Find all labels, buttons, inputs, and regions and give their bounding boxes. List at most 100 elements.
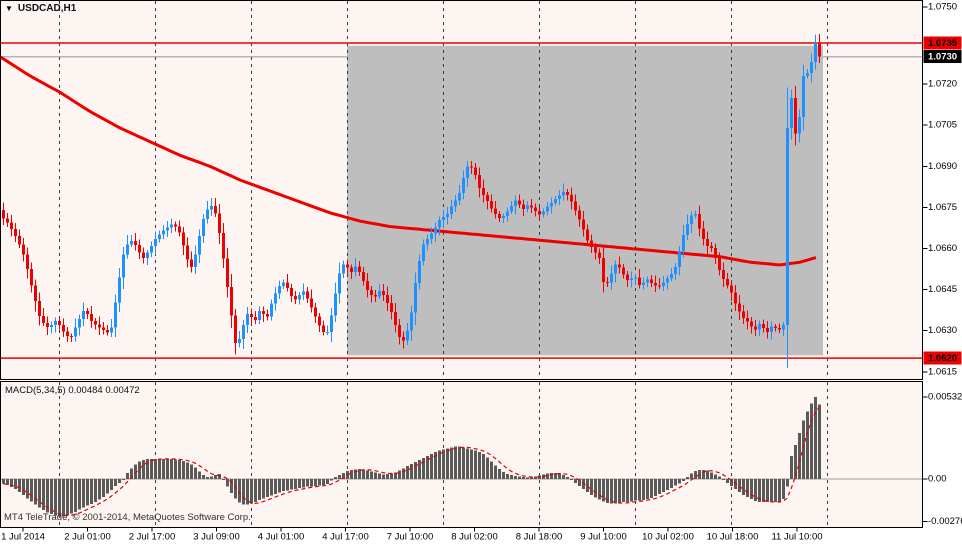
candle-body (814, 43, 817, 63)
candle-body (718, 258, 721, 270)
candle-body (454, 200, 457, 207)
macd-histogram-bar (226, 479, 229, 487)
macd-histogram-bar (130, 468, 133, 480)
macd-histogram-bar (122, 479, 125, 481)
macd-histogram-bar (722, 479, 725, 481)
macd-histogram-bar (294, 479, 297, 489)
candle-body (646, 279, 649, 283)
macd-histogram-bar (102, 479, 105, 497)
candle-body (334, 293, 337, 316)
candle-body (242, 325, 245, 339)
candle-body (26, 254, 29, 270)
macd-histogram-bar (414, 462, 417, 480)
macd-histogram-bar (350, 470, 353, 480)
candle-body (42, 315, 45, 323)
macd-histogram-bar (214, 475, 217, 480)
candle-body (354, 266, 357, 272)
macd-histogram-bar (366, 470, 369, 480)
macd-histogram-bar (614, 479, 617, 504)
macd-histogram-bar (30, 479, 33, 502)
macd-histogram-bar (754, 479, 757, 501)
macd-histogram-bar (106, 479, 109, 494)
price-tick-label: 1.0705 (928, 120, 957, 131)
candle-body (254, 316, 257, 321)
macd-histogram-bar (558, 473, 561, 480)
time-tick-label: 8 Jul 18:00 (516, 532, 562, 543)
candle-body (762, 323, 765, 328)
macd-histogram-bar (486, 457, 489, 480)
macd-histogram-bar (206, 476, 209, 480)
macd-histogram-bar (478, 451, 481, 480)
macd-histogram-bar (138, 461, 141, 480)
candle-body (438, 220, 441, 228)
macd-histogram-bar (394, 472, 397, 480)
candle-body (14, 228, 17, 236)
macd-histogram-bar (774, 479, 777, 503)
macd-histogram-bar (566, 476, 569, 480)
macd-histogram-bar (286, 479, 289, 491)
candle-body (570, 195, 573, 202)
macd-histogram-bar (338, 474, 341, 480)
candle-body (774, 326, 777, 328)
macd-histogram-bar (806, 411, 809, 480)
macd-histogram-bar (598, 479, 601, 500)
candle-body (426, 238, 429, 245)
macd-histogram-bar (218, 474, 221, 480)
candle-body (182, 232, 185, 246)
time-tick-label: 4 Jul 17:00 (322, 532, 368, 543)
macd-histogram-bar (458, 446, 461, 480)
macd-histogram-bar (746, 479, 749, 498)
price-tick-label: 1.0630 (928, 325, 957, 336)
macd-histogram-bar (182, 460, 185, 480)
candle-body (350, 267, 353, 272)
candle-body (278, 285, 281, 294)
macd-histogram-bar (758, 479, 761, 502)
macd-histogram-bar (126, 472, 129, 480)
candle-body (582, 219, 585, 230)
candle-body (694, 213, 697, 216)
candle-body (146, 252, 149, 259)
macd-histogram-bar (670, 479, 673, 488)
candle-body (602, 258, 605, 283)
price-tick-label: 1.0750 (928, 2, 957, 13)
candle-body (598, 252, 601, 259)
macd-histogram-bar (534, 476, 537, 480)
macd-histogram-bar (674, 479, 677, 486)
candle-body (554, 199, 557, 203)
candle-body (58, 320, 61, 325)
candle-body (122, 254, 125, 278)
candle-body (46, 322, 49, 327)
candle-body (466, 166, 469, 179)
macd-histogram-bar (678, 479, 681, 484)
candle-body (806, 73, 809, 76)
macd-histogram-bar (146, 459, 149, 480)
candle-body (318, 316, 321, 326)
candle-body (86, 310, 89, 314)
macd-histogram-bar (406, 466, 409, 480)
time-tick-label: 2 Jul 17:00 (129, 532, 175, 543)
macd-histogram-bar (702, 469, 705, 480)
candle-body (510, 206, 513, 212)
candle-body (402, 337, 405, 341)
candle-body (234, 315, 237, 344)
macd-tick-label: 0.00 (928, 474, 947, 485)
candle-body (30, 269, 33, 286)
candle-body (730, 285, 733, 293)
candle-body (474, 167, 477, 175)
macd-histogram-bar (18, 479, 21, 493)
candle-body (102, 327, 105, 330)
macd-histogram-bar (154, 458, 157, 480)
candle-body (794, 97, 797, 134)
candle-body (34, 285, 37, 301)
macd-histogram-bar (442, 449, 445, 480)
candle-body (614, 264, 617, 274)
macd-histogram-bar (474, 450, 477, 480)
macd-histogram-bar (54, 479, 57, 516)
candle-body (522, 204, 525, 210)
macd-histogram-bar (298, 479, 301, 489)
candle-body (238, 338, 241, 344)
macd-histogram-bar (426, 455, 429, 480)
candle-body (214, 205, 217, 214)
